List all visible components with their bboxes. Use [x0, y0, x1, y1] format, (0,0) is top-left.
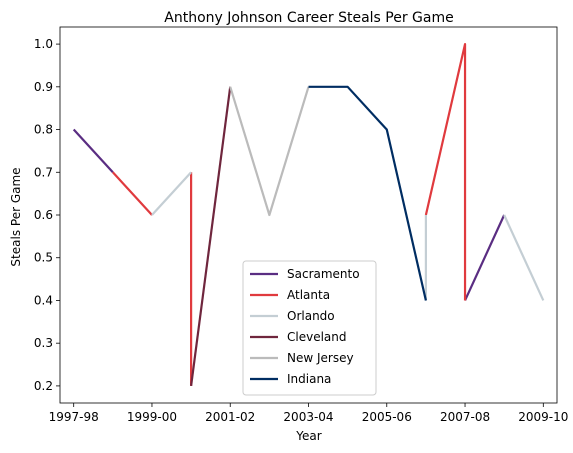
- legend-label: Indiana: [287, 372, 331, 386]
- y-tick-label: 0.8: [34, 123, 53, 137]
- x-axis: 1997-98 1999-00 2001-02 2003-04 2005-06 2007-…: [49, 403, 568, 424]
- x-tick-label: 2001-02: [205, 410, 255, 424]
- x-tick-label: 2005-06: [362, 410, 412, 424]
- y-tick-label: 0.2: [34, 379, 53, 393]
- chart-title: Anthony Johnson Career Steals Per Game: [164, 10, 454, 26]
- y-tick-label: 0.7: [34, 165, 53, 179]
- legend-label: Sacramento: [287, 267, 360, 281]
- legend-label: Cleveland: [287, 330, 347, 344]
- legend: Sacramento Atlanta Orlando Cleveland New Jer…: [242, 260, 377, 396]
- series-line-indiana-0: [308, 85, 427, 301]
- series-line-orlando-0: [151, 171, 192, 216]
- legend-label: Orlando: [287, 309, 335, 323]
- series-line-sacramento-0: [72, 128, 114, 174]
- y-tick-label: 0.9: [34, 80, 53, 94]
- y-axis-title: Steals Per Game: [9, 167, 23, 266]
- y-tick-label: 0.6: [34, 208, 53, 222]
- x-tick-label: 1997-98: [49, 410, 99, 424]
- series-line-orlando-2: [503, 214, 545, 301]
- x-tick-label: 2003-04: [283, 410, 333, 424]
- y-tick-label: 0.3: [34, 336, 53, 350]
- y-axis: 0.2 0.3 0.4 0.5 0.6 0.7 0.8 0.9 1.0: [34, 37, 60, 393]
- legend-label: New Jersey: [287, 351, 354, 365]
- x-axis-title: Year: [295, 429, 321, 443]
- y-tick-label: 0.4: [34, 293, 53, 307]
- series-line-atlanta-0: [112, 171, 153, 216]
- series-line-atlanta-2: [424, 42, 467, 301]
- legend-label: Atlanta: [287, 288, 330, 302]
- x-tick-label: 1999-00: [127, 410, 177, 424]
- y-tick-label: 0.5: [34, 251, 53, 265]
- series-line-sacramento-1: [464, 214, 506, 301]
- plot-lines: [72, 42, 545, 387]
- series-line-new-jersey-0: [229, 86, 310, 217]
- x-tick-label: 2009-10: [518, 410, 568, 424]
- y-tick-label: 1.0: [34, 37, 53, 51]
- series-line-cleveland-0: [190, 86, 232, 387]
- x-tick-label: 2007-08: [440, 410, 490, 424]
